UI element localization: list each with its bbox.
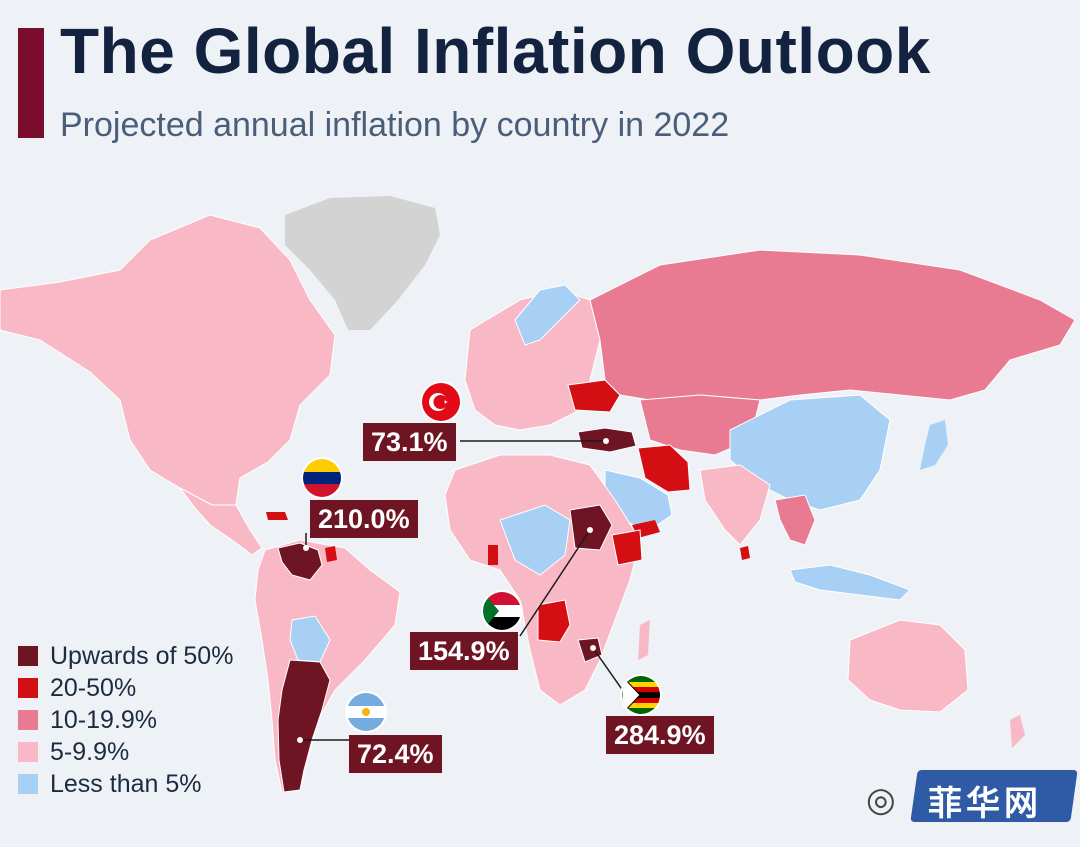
india-region: [699, 464, 771, 546]
central-africa-region: [499, 504, 571, 576]
legend: Upwards of 50% 20-50% 10-19.9% 5-9.9% Le…: [18, 640, 233, 800]
scandinavia-region: [514, 284, 581, 346]
greenland-region: [285, 196, 440, 330]
new-zealand-region: [1010, 715, 1025, 748]
legend-label: Less than 5%: [50, 769, 202, 798]
north-america-region: [0, 214, 336, 506]
ukraine-region: [567, 379, 621, 413]
legend-item: Upwards of 50%: [18, 640, 233, 672]
legend-item: 20-50%: [18, 672, 233, 704]
ghana-region: [488, 545, 498, 565]
page-subtitle: Projected annual inflation by country in…: [60, 106, 730, 144]
accent-bar: [18, 28, 44, 138]
zimbabwe-callout: 284.9%: [606, 716, 714, 754]
madagascar-region: [638, 620, 650, 660]
indonesia-region: [789, 564, 911, 601]
argentina-flag-icon: [347, 693, 385, 731]
leader-dots: [297, 438, 609, 743]
argentina-callout: 72.4%: [349, 735, 442, 773]
watermark-text: 菲华网: [928, 784, 1042, 824]
legend-label: 20-50%: [50, 673, 137, 702]
australia-region: [847, 619, 969, 713]
central-america-region: [179, 487, 263, 556]
legend-label: 5-9.9%: [50, 737, 130, 766]
wechat-icon: ◎: [866, 781, 896, 819]
legend-label: Upwards of 50%: [50, 641, 234, 670]
caribbean-region: [266, 512, 288, 520]
legend-item: 10-19.9%: [18, 704, 233, 736]
zimbabwe-region: [577, 637, 603, 663]
legend-swatch: [18, 678, 38, 698]
legend-swatch: [18, 742, 38, 762]
suriname-region: [325, 546, 337, 562]
sudan-flag-icon: [483, 592, 521, 630]
venezuela-callout: 210.0%: [310, 500, 418, 538]
turkey-flag-icon: [422, 383, 460, 421]
legend-item: Less than 5%: [18, 768, 233, 800]
sri-lanka-region: [740, 546, 750, 560]
turkey-callout: 73.1%: [363, 423, 456, 461]
sudan-callout: 154.9%: [410, 632, 518, 670]
legend-swatch: [18, 646, 38, 666]
legend-label: 10-19.9%: [50, 705, 158, 734]
legend-swatch: [18, 774, 38, 794]
legend-swatch: [18, 710, 38, 730]
iran-region: [637, 444, 691, 493]
venezuela-region: [277, 542, 323, 581]
japan-region: [920, 420, 948, 470]
russia-region: [589, 249, 1076, 401]
leader-lines: [300, 440, 641, 741]
page-title: The Global Inflation Outlook: [60, 15, 931, 87]
argentina-region: [277, 659, 331, 793]
southeast-asia-region: [774, 494, 816, 546]
angola-region: [537, 599, 571, 643]
venezuela-flag-icon: [303, 459, 341, 497]
ethiopia-region: [611, 529, 643, 566]
legend-item: 5-9.9%: [18, 736, 233, 768]
watermark: ◎ 菲华网: [862, 764, 1080, 832]
zimbabwe-flag-icon: [622, 676, 660, 714]
